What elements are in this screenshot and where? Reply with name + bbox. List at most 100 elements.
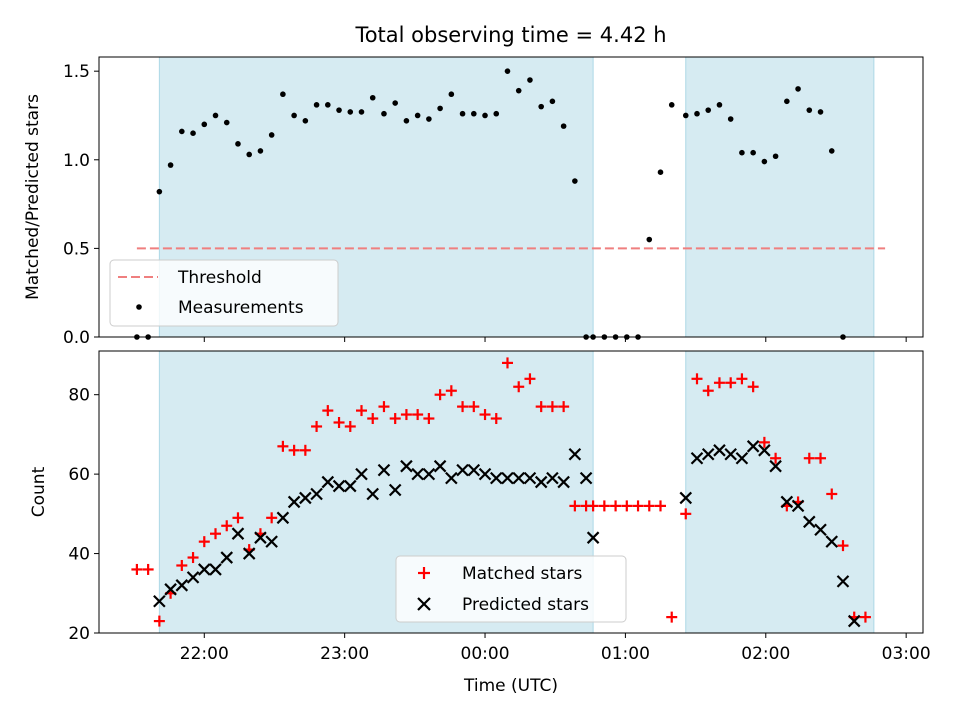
predicted-star-point [164,583,177,596]
predicted-star-point [467,463,481,477]
measurement-point [646,236,653,243]
predicted-star-point [847,614,861,628]
matched-star-point [187,552,199,564]
predicted-star-point [242,547,256,560]
x-axis-label: Time (UTC) [463,676,558,696]
matched-star-point [513,381,525,393]
top-legend: Threshold Measurements [109,259,339,327]
matched-star-point [654,500,666,512]
predicted-star-point [198,563,211,576]
chart-title: Total observing time = 4.42 h [354,23,666,47]
top-legend-box [109,259,339,327]
predicted-star-point [579,471,593,485]
predicted-star-point [422,467,436,481]
x-tick-label: 01:00 [601,644,650,664]
predicted-star-point [791,499,805,513]
predicted-star-point [321,475,335,489]
matched-star-point [434,389,446,401]
predicted-star-point [546,471,559,485]
matched-star-point [569,500,581,512]
measurement-point [291,112,297,119]
matched-star-point [277,440,289,452]
matched-star-point [344,420,356,432]
predicted-stars-series [153,440,861,628]
measurement-point [694,110,700,117]
measurement-point [179,128,185,135]
measurement-point [560,123,567,129]
x-tick-label: 03:00 [882,644,931,664]
top-plot-frame [98,56,924,338]
matched-star-point [198,536,210,548]
matched-star-point [535,401,547,413]
predicted-star-point [388,483,402,497]
top-y-axis: 0.0 0.5 1.0 1.5 [63,62,99,348]
predicted-star-point [153,594,166,608]
x-tick-label: 23:00 [320,644,369,664]
measurement-point [806,107,813,113]
measurement-point [739,149,745,156]
legend-threshold-label: Threshold [177,268,262,288]
legend-measurements-label: Measurements [178,298,304,318]
matched-star-point [758,436,770,448]
y-tick-label: 1.0 [63,151,90,171]
matched-star-point [558,401,570,413]
predicted-star-point [735,451,749,465]
top-x-ticks [203,337,907,342]
matched-star-point [468,401,480,413]
predicted-star-point [310,487,323,501]
predicted-star-point [343,479,357,493]
measurement-point [750,149,756,156]
bottom-x-axis: 22:00 23:00 00:00 01:00 02:00 03:00 [180,633,931,664]
predicted-star-point [209,563,222,576]
y-tick-label: 1.5 [63,62,90,82]
matched-star-point [232,512,244,524]
predicted-star-point [512,471,525,485]
matched-star-point [288,444,300,456]
predicted-star-point [534,475,548,489]
measurement-point [437,105,443,112]
measurement-point [482,112,488,119]
measurement-point [302,117,309,124]
matched-star-point [621,500,633,512]
measurement-point [504,68,511,74]
measurement-point [167,162,174,168]
measurement-point [784,98,790,105]
matched-star-point [524,373,536,385]
measurement-point [235,141,241,147]
matched-star-point [400,409,412,421]
matched-star-point [423,413,435,425]
matched-star-point [266,512,278,524]
matched-star-point [725,377,737,389]
measurement-point [212,112,219,119]
matched-star-point [445,385,457,397]
matched-star-point [176,559,188,571]
measurement-point [257,148,264,154]
predicted-star-point [825,535,839,548]
matched-stars-series [131,357,871,627]
legend-matched-label: Matched stars [462,564,582,584]
measurement-point [527,77,533,83]
predicted-star-point [220,551,234,564]
predicted-star-point [254,531,267,544]
measurement-point [459,110,466,117]
predicted-star-point [175,579,189,592]
predicted-star-point [780,495,794,509]
predicted-star-point [478,467,492,481]
matched-star-point [142,563,154,575]
measurement-point [246,151,253,158]
predicted-star-point [557,475,570,489]
measurement-point [515,87,522,94]
predicted-star-point [231,527,245,540]
matched-star-point [702,385,714,397]
measurement-point [471,110,477,117]
matched-star-point [221,520,233,532]
measurement-point [493,110,500,117]
legend-predicted-label: Predicted stars [462,595,589,615]
matched-star-point [490,413,502,425]
predicted-star-point [299,491,312,505]
matched-star-point [747,381,759,393]
y-tick-label: 60 [68,465,90,485]
measurement-point [392,100,398,106]
matched-star-point [610,500,622,512]
